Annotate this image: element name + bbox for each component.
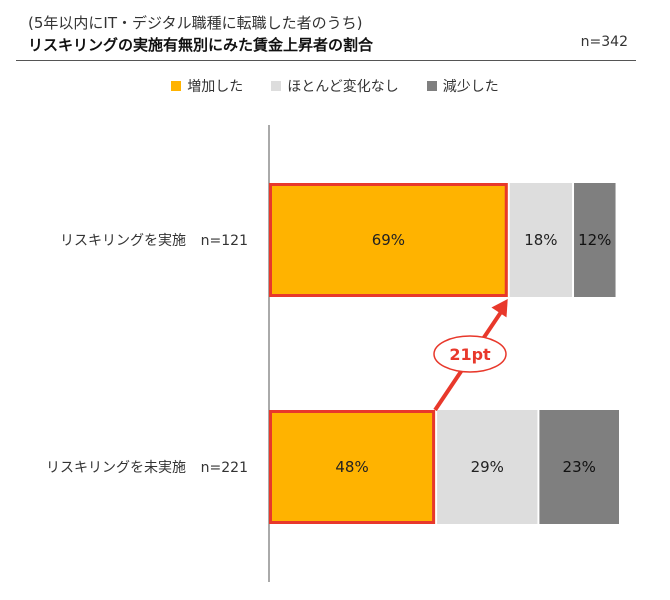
data-label-decreased-0: 12% bbox=[578, 231, 611, 249]
bar-unchanged-0 bbox=[509, 183, 573, 297]
data-label-unchanged-1: 29% bbox=[471, 458, 504, 476]
legend-label-unchanged: ほとんど変化なし bbox=[287, 79, 399, 95]
title-divider bbox=[16, 60, 636, 61]
category-label-1: リスキリングを未実施 bbox=[46, 460, 186, 476]
legend-item-decreased: 減少した bbox=[426, 76, 499, 96]
bar-unchanged-1 bbox=[437, 410, 538, 524]
legend-swatch-decreased bbox=[426, 81, 437, 91]
bar-decreased-0 bbox=[574, 183, 616, 297]
legend: 増加した ほとんど変化なし 減少した bbox=[0, 76, 670, 96]
legend-swatch-increased bbox=[171, 81, 182, 91]
category-n-0: n=121 bbox=[201, 233, 248, 249]
highlight-border-0 bbox=[269, 183, 508, 297]
legend-swatch-unchanged bbox=[271, 81, 282, 91]
data-label-increased-1: 48% bbox=[335, 458, 368, 476]
bar-decreased-1 bbox=[539, 410, 619, 524]
data-label-increased-0: 69% bbox=[372, 231, 405, 249]
legend-item-increased: 増加した bbox=[171, 76, 243, 96]
category-n-1: n=221 bbox=[201, 460, 248, 476]
legend-label-increased: 増加した bbox=[187, 79, 244, 95]
chart-subtitle: (5年以内にIT・デジタル職種に転職した者のうち) bbox=[28, 14, 363, 32]
annotation-arrowhead bbox=[491, 299, 508, 318]
data-label-unchanged-0: 18% bbox=[524, 231, 557, 249]
legend-item-unchanged: ほとんど変化なし bbox=[271, 76, 399, 96]
bar-increased-1 bbox=[269, 410, 436, 524]
category-label-0: リスキリングを実施 bbox=[60, 233, 186, 249]
highlight-border-1 bbox=[269, 410, 436, 524]
annotation-bubble bbox=[433, 335, 507, 373]
data-label-decreased-1: 23% bbox=[563, 458, 596, 476]
annotation-label: 21pt bbox=[449, 345, 491, 364]
legend-label-decreased: 減少した bbox=[442, 79, 499, 95]
chart-title: リスキリングの実施有無別にみた賃金上昇者の割合 bbox=[28, 36, 374, 54]
bar-increased-0 bbox=[269, 183, 508, 297]
sample-size-total: n=342 bbox=[580, 34, 628, 50]
